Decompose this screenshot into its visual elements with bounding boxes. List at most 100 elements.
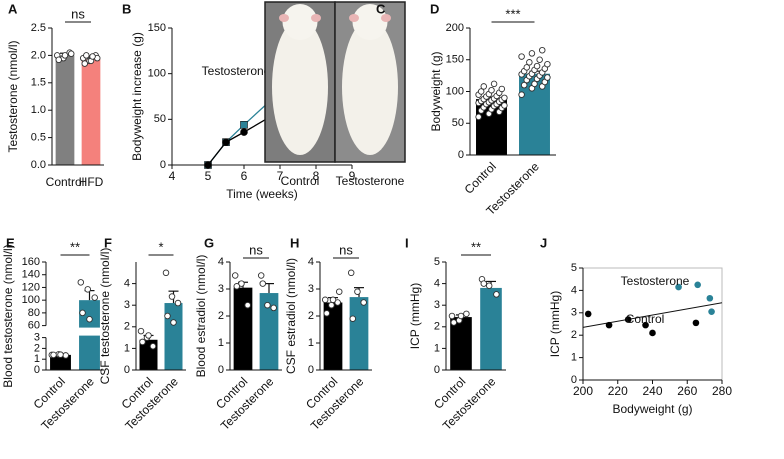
data-point xyxy=(624,316,632,323)
data-point xyxy=(584,310,592,318)
data-point xyxy=(475,113,482,121)
panel-letter: J xyxy=(540,235,547,250)
y-tick-label: 1.5 xyxy=(31,77,46,89)
y-tick-label: 0 xyxy=(458,149,464,161)
data-point xyxy=(347,269,355,277)
data-point xyxy=(231,272,239,279)
y-tick-label: 4 xyxy=(571,284,577,296)
y-tick-label: 5 xyxy=(571,262,577,274)
x-tick-label: Control xyxy=(462,159,499,196)
x-tick-label: Control xyxy=(46,175,85,189)
data-point xyxy=(501,102,508,109)
bar xyxy=(349,297,369,370)
y-tick-label: 4 xyxy=(434,278,440,290)
rat-head xyxy=(282,4,318,40)
x-tick-label: 280 xyxy=(712,384,732,398)
data-point xyxy=(86,315,93,323)
data-point xyxy=(170,319,177,326)
panel-letter: C xyxy=(376,1,386,16)
y-tick-label: 0 xyxy=(218,364,224,376)
data-point xyxy=(61,52,69,59)
data-point xyxy=(518,91,525,98)
data-point xyxy=(168,293,176,300)
photo-caption: Control xyxy=(281,174,320,188)
y-tick-label: 2.5 xyxy=(31,22,46,34)
y-tick-label: 160 xyxy=(22,256,40,268)
data-point xyxy=(694,281,701,289)
x-tick-label: 9 xyxy=(349,169,356,183)
panel-letter: G xyxy=(204,235,214,250)
data-point xyxy=(501,94,508,102)
y-tick-label: 1 xyxy=(34,353,40,365)
bar xyxy=(323,302,343,370)
y-tick-label: 2 xyxy=(571,329,577,341)
data-point xyxy=(139,338,146,346)
data-point xyxy=(649,329,656,337)
rat-ear xyxy=(311,14,321,22)
data-point xyxy=(238,280,245,287)
y-tick-label: 3 xyxy=(124,299,130,311)
data-point xyxy=(518,53,525,60)
panel-letter: F xyxy=(104,235,112,250)
rat-head xyxy=(352,4,388,40)
data-point xyxy=(89,53,96,60)
data-point xyxy=(145,332,152,339)
series-label: Control xyxy=(626,312,665,326)
data-point xyxy=(81,60,89,67)
y-tick-label: 150 xyxy=(446,54,464,66)
data-point xyxy=(349,315,357,322)
y-tick-label: 2.0 xyxy=(31,49,46,61)
y-tick-label: 0.0 xyxy=(31,159,46,171)
data-point xyxy=(488,86,495,94)
rat-body xyxy=(342,19,398,155)
data-point xyxy=(708,308,715,315)
y-tick-label: 1 xyxy=(434,342,440,354)
y-tick-label: 150 xyxy=(148,22,166,34)
bar xyxy=(259,293,279,370)
data-point xyxy=(137,327,145,335)
x-tick-label: 8 xyxy=(313,169,320,183)
significance-label: ns xyxy=(249,242,263,257)
data-point xyxy=(264,301,271,309)
data-point xyxy=(477,88,485,95)
y-axis-label: Testosterone (nmol/l) xyxy=(6,40,20,152)
data-point xyxy=(334,299,341,306)
data-point xyxy=(84,286,92,293)
data-point xyxy=(480,83,488,90)
x-axis-label: Time (weeks) xyxy=(226,187,298,201)
y-tick-label: 2 xyxy=(34,342,40,354)
y-axis-label: CSF estradiol (nmol/l) xyxy=(284,258,298,374)
y-tick-label: 4 xyxy=(124,278,130,290)
y-tick-label: 3 xyxy=(34,332,40,344)
significance-label: ** xyxy=(471,239,481,254)
marker xyxy=(222,138,230,146)
data-point xyxy=(329,296,337,304)
x-axis-label: Bodyweight (g) xyxy=(612,402,692,416)
data-point xyxy=(55,56,63,64)
data-point xyxy=(463,310,470,318)
data-point xyxy=(62,352,69,359)
y-tick-label: 140 xyxy=(22,269,40,281)
trend-line xyxy=(582,302,723,328)
y-tick-label: 100 xyxy=(22,294,40,306)
data-point xyxy=(544,60,551,68)
axis-break xyxy=(40,327,106,336)
data-point xyxy=(457,312,465,320)
x-tick-label: 200 xyxy=(573,384,593,398)
y-axis-label: ICP (mmHg) xyxy=(548,291,562,357)
y-tick-label: 4 xyxy=(308,256,314,268)
data-point xyxy=(531,80,538,88)
data-point xyxy=(174,299,182,307)
significance-label: ns xyxy=(71,6,85,21)
y-tick-label: 2 xyxy=(434,321,440,333)
series-label: Testosterone xyxy=(202,64,271,78)
data-point xyxy=(259,280,267,287)
data-point xyxy=(162,269,170,277)
y-tick-label: 2 xyxy=(218,310,224,322)
data-point xyxy=(536,56,543,64)
y-tick-label: 60 xyxy=(28,320,40,332)
significance-label: *** xyxy=(505,6,520,21)
data-point xyxy=(91,294,98,301)
data-point xyxy=(448,312,456,320)
